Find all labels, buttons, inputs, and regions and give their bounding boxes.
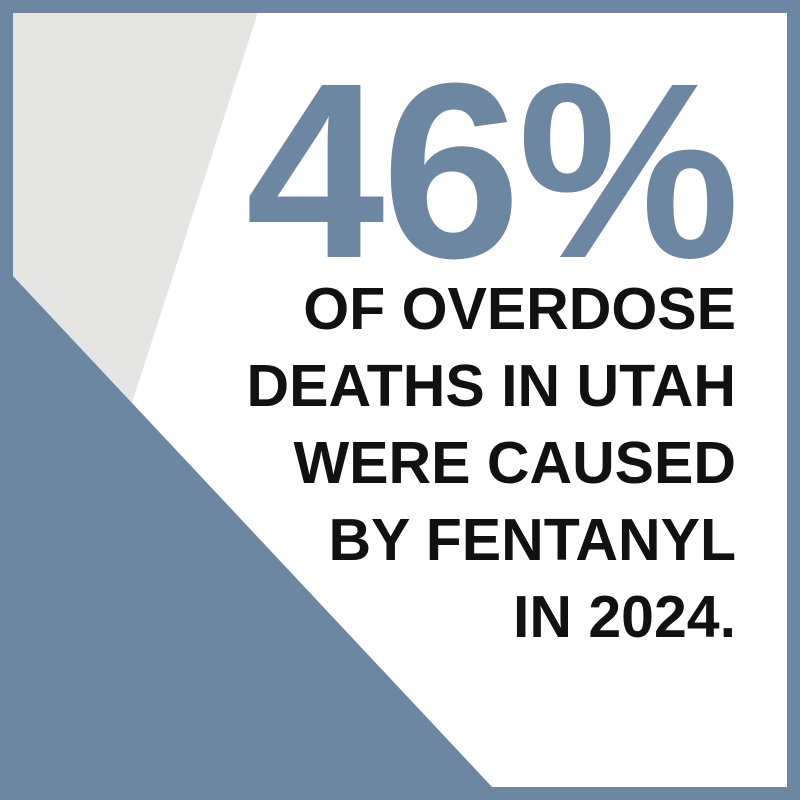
caption-line: DEATHS IN UTAH [246,353,736,419]
blue-triangle-shape [12,275,493,788]
gray-wedge-shape [12,12,258,403]
caption-block: OF OVERDOSE DEATHS IN UTAH WERE CAUSED B… [247,271,736,656]
caption-line: OF OVERDOSE [303,276,736,342]
caption-line: BY FENTANYL [328,507,736,573]
caption-line: WERE CAUSED [293,430,736,496]
stat-value: 46% [245,31,740,310]
caption-line: IN 2024. [512,584,736,650]
